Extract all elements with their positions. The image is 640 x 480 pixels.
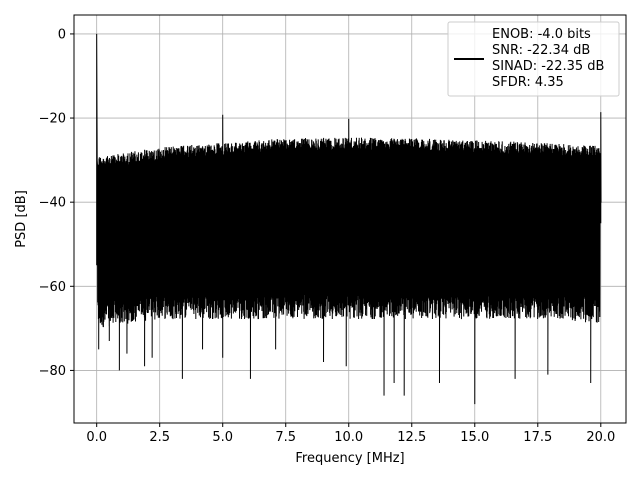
legend-box [447, 21, 620, 97]
psd-series-line [96, 33, 602, 405]
y-tick-label: −40 [39, 196, 66, 211]
x-axis-label: Frequency [MHz] [295, 451, 404, 466]
x-tick-label: 2.5 [149, 430, 170, 445]
x-tick-label: 12.5 [397, 430, 426, 445]
x-tick-label: 5.0 [212, 430, 233, 445]
x-axis-ticks: 0.0 2.5 5.0 7.5 10.0 12.5 15.0 17.5 20.0 [86, 423, 615, 445]
plot-frame [73, 14, 627, 424]
x-tick-label: 10.0 [334, 430, 363, 445]
legend-sinad: SINAD: -22.35 dB [492, 59, 604, 74]
y-tick-label: −80 [39, 364, 66, 379]
y-tick-label: −20 [39, 112, 66, 127]
legend: ENOB: -4.0 bits SNR: -22.34 dB SINAD: -2… [447, 21, 620, 97]
legend-snr: SNR: -22.34 dB [492, 43, 590, 58]
x-tick-label: 15.0 [460, 430, 489, 445]
x-tick-label: 20.0 [586, 430, 615, 445]
y-axis-label: PSD [dB] [14, 190, 29, 248]
x-tick-label: 7.5 [275, 430, 296, 445]
y-axis-ticks: 0 −20 −40 −60 −80 [39, 27, 74, 379]
x-tick-label: 0.0 [86, 430, 107, 445]
y-tick-label: −60 [39, 280, 66, 295]
legend-sfdr: SFDR: 4.35 [492, 75, 564, 90]
legend-enob: ENOB: -4.0 bits [492, 27, 591, 42]
y-tick-label: 0 [58, 27, 66, 42]
plot-area [96, 33, 602, 405]
x-tick-label: 17.5 [523, 430, 552, 445]
